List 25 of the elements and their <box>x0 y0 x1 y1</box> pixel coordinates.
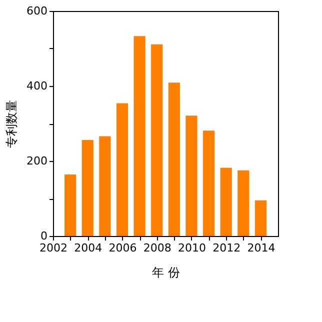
x-tick-label: 2012 <box>212 242 241 254</box>
x-tick-label: 2014 <box>247 242 276 254</box>
bar <box>116 103 128 236</box>
bar <box>202 130 215 236</box>
y-tick-label: 200 <box>26 154 48 168</box>
y-axis-title: 专利数量 <box>4 100 19 148</box>
x-tick-label: 2004 <box>74 242 102 254</box>
bar <box>99 136 111 236</box>
bar <box>151 44 163 236</box>
x-tick-label: 2008 <box>143 242 172 254</box>
bar <box>220 168 232 236</box>
bar <box>186 116 198 236</box>
x-tick-label: 2006 <box>108 242 137 254</box>
x-tick-label: 2010 <box>178 242 206 254</box>
bar <box>168 82 180 236</box>
y-tick-label: 0 <box>40 230 48 242</box>
x-axis-title: 年 份 <box>152 266 180 280</box>
bar <box>82 140 94 236</box>
y-tick-label: 400 <box>26 80 48 92</box>
bar <box>238 170 250 236</box>
bar <box>64 174 76 236</box>
bar <box>134 36 146 236</box>
bar <box>254 200 266 236</box>
x-tick-label: 2002 <box>40 242 68 254</box>
y-tick-label: 600 <box>26 4 48 18</box>
